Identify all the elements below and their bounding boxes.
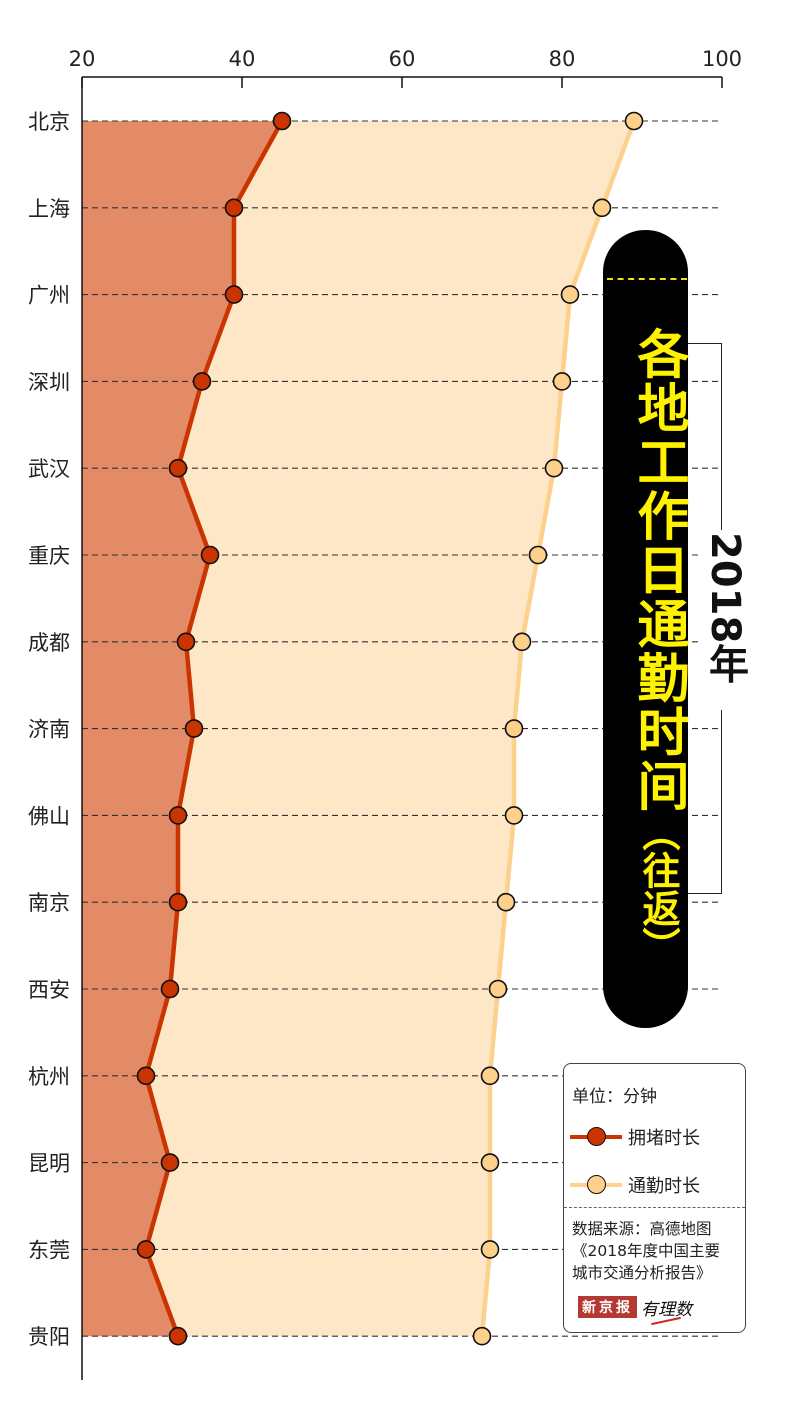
data-point: [488, 979, 508, 999]
city-label: 武汉: [28, 457, 70, 481]
data-point: [168, 806, 188, 825]
data-point: [472, 1326, 492, 1346]
data-point: [504, 806, 524, 825]
data-point: [176, 632, 196, 652]
data-point: [480, 1153, 500, 1172]
city-label: 西安: [28, 978, 70, 1002]
legend: 单位：分钟 拥堵时长 通勤时长 数据来源：高德地图 《2018年度中国主要 城市…: [563, 1063, 746, 1333]
data-point: [544, 458, 564, 478]
data-point: [624, 111, 644, 131]
data-point: [512, 632, 532, 652]
legend-swatch-congestion: [570, 1124, 622, 1150]
city-label: 深圳: [28, 370, 70, 394]
data-point: [168, 458, 188, 478]
brand-paper-logo: 新京报: [578, 1296, 637, 1318]
tick-label: 40: [229, 47, 256, 71]
legend-label: 拥堵时长: [628, 1128, 700, 1149]
data-point: [184, 719, 204, 738]
legend-divider: [564, 1207, 745, 1208]
city-label: 南京: [28, 891, 70, 915]
city-label: 东莞: [28, 1238, 70, 1262]
city-label: 北京: [28, 110, 70, 134]
data-point: [168, 1326, 188, 1346]
legend-swatch-commute: [570, 1172, 622, 1198]
chart-title: 各地工作日通勤时间（往返）: [603, 286, 688, 1006]
tick-label: 100: [702, 47, 742, 71]
data-point: [480, 1066, 500, 1086]
legend-item-commute: 通勤时长: [570, 1172, 700, 1198]
data-point: [496, 892, 516, 912]
x-axis: 20 40 60 80 100: [69, 47, 742, 1380]
city-label: 杭州: [28, 1065, 70, 1089]
data-point: [160, 1153, 180, 1172]
year-label: 2018年: [702, 532, 748, 684]
title-banner: [603, 230, 688, 1028]
data-point: [200, 545, 220, 565]
data-point: [160, 979, 180, 999]
data-point: [560, 285, 580, 304]
brand-logo: 新京报 有理数: [578, 1295, 692, 1320]
brand-column-logo: 有理数: [641, 1295, 692, 1320]
city-label: 昆明: [28, 1152, 70, 1176]
chart-title-main: 各地工作日通勤时间: [628, 327, 688, 813]
data-point: [272, 111, 292, 131]
data-point: [592, 198, 612, 218]
data-point: [480, 1240, 500, 1259]
city-label: 济南: [28, 718, 70, 742]
city-label: 佛山: [28, 804, 70, 828]
series-markers: [136, 111, 644, 1346]
legend-unit: 单位：分钟: [572, 1087, 657, 1107]
data-point: [136, 1240, 156, 1259]
city-label: 广州: [28, 284, 70, 308]
year-background: [698, 530, 752, 710]
red-circle-icon: [587, 1127, 606, 1146]
data-point: [504, 719, 524, 738]
legend-label: 通勤时长: [628, 1176, 700, 1197]
data-point: [192, 372, 212, 391]
data-point: [224, 285, 244, 304]
tick-label: 80: [549, 47, 576, 71]
data-point: [552, 372, 572, 391]
tick-label: 20: [69, 47, 96, 71]
data-point: [136, 1066, 156, 1086]
data-point: [528, 545, 548, 565]
city-label: 成都: [28, 631, 70, 655]
chart-title-sub: （往返）: [636, 813, 680, 965]
tick-label: 60: [389, 47, 416, 71]
orange-circle-icon: [587, 1175, 606, 1194]
legend-item-congestion: 拥堵时长: [570, 1124, 700, 1150]
city-label: 贵阳: [28, 1325, 70, 1349]
data-point: [224, 198, 244, 218]
city-label: 上海: [28, 197, 70, 221]
city-label: 重庆: [28, 544, 70, 568]
data-point: [168, 892, 188, 912]
title-dashed-rule: [607, 278, 687, 280]
data-source: 数据来源：高德地图 《2018年度中国主要 城市交通分析报告》: [572, 1220, 720, 1282]
